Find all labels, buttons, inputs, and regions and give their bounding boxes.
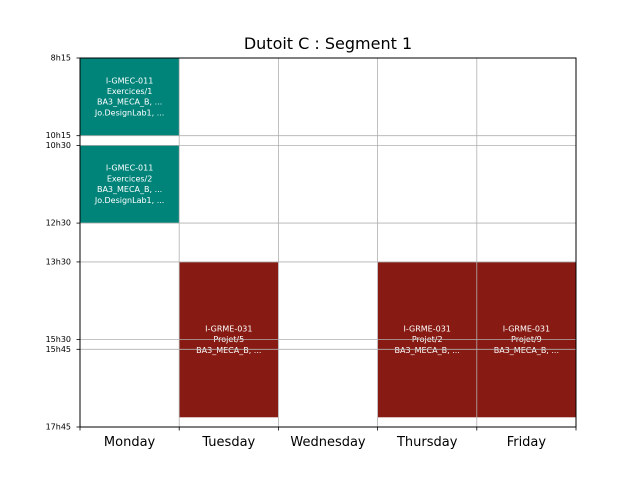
y-tick-label: 10h15 xyxy=(46,131,71,140)
y-tick-label: 10h30 xyxy=(46,141,71,150)
event-label: Jo.DesignLab1, ... xyxy=(94,196,165,205)
plot-frame xyxy=(79,57,577,428)
event-label: I-GRME-031 xyxy=(403,324,450,333)
event-label: I-GRME-031 xyxy=(205,324,252,333)
x-tick-label-thursday: Thursday xyxy=(396,435,458,450)
chart-title: Dutoit C : Segment 1 xyxy=(244,34,412,53)
event-label: I-GMEC-011 xyxy=(106,76,153,85)
x-tick-label-monday: Monday xyxy=(104,435,156,450)
event-label: Jo.DesignLab1, ... xyxy=(94,108,165,117)
event-label: Exercices/1 xyxy=(107,87,152,96)
x-tick-label-friday: Friday xyxy=(507,435,547,450)
event-label: I-GRME-031 xyxy=(503,324,550,333)
y-tick-label: 13h30 xyxy=(46,257,71,266)
y-tick-label: 12h30 xyxy=(46,219,71,228)
y-tick-label: 15h45 xyxy=(46,345,71,354)
x-tick-label-tuesday: Tuesday xyxy=(201,435,255,450)
y-tick-label: 17h45 xyxy=(46,423,71,432)
event-label: BA3_MECA_B, ... xyxy=(494,346,559,355)
y-tick-label: 15h30 xyxy=(46,335,71,344)
event-label: BA3_MECA_B, ... xyxy=(97,98,162,107)
x-tick-label-wednesday: Wednesday xyxy=(290,435,366,450)
y-tick-label: 8h15 xyxy=(51,54,71,63)
event-label: BA3_MECA_B, ... xyxy=(395,346,460,355)
event-label: Exercices/2 xyxy=(107,174,152,183)
event-label: BA3_MECA_B, ... xyxy=(97,185,162,194)
event-label: I-GMEC-011 xyxy=(106,164,153,173)
event-block-monday-8h15 xyxy=(80,58,180,136)
event-label: BA3_MECA_B, ... xyxy=(196,346,261,355)
event-block-monday-10h30 xyxy=(80,145,180,224)
